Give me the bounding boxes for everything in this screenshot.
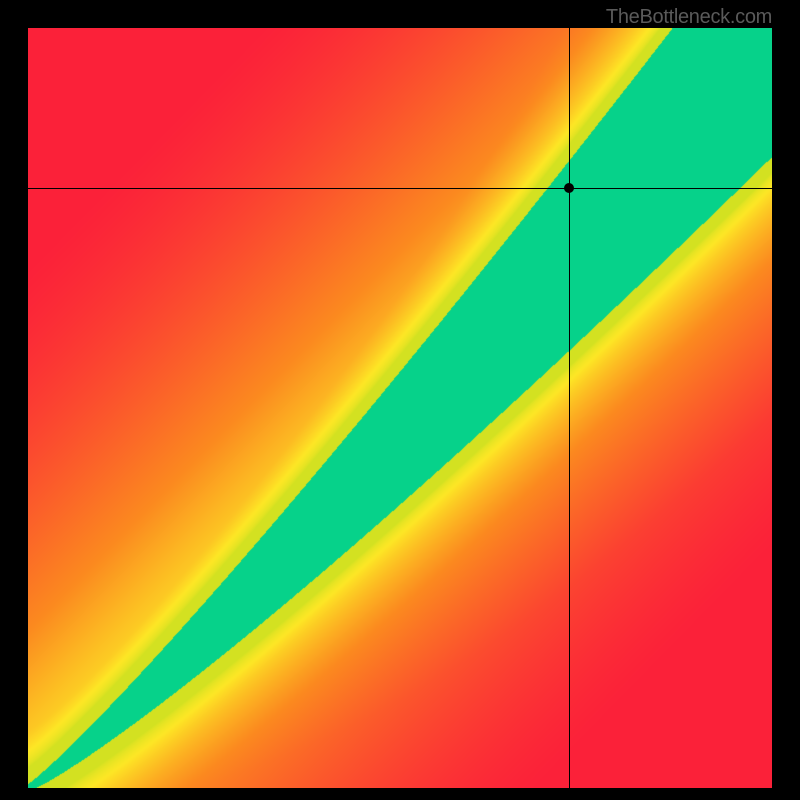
crosshair-marker	[564, 183, 574, 193]
heatmap-plot	[28, 28, 772, 788]
heatmap-canvas	[28, 28, 772, 788]
watermark-text: TheBottleneck.com	[606, 6, 772, 29]
crosshair-horizontal	[28, 188, 772, 189]
crosshair-vertical	[569, 28, 570, 788]
